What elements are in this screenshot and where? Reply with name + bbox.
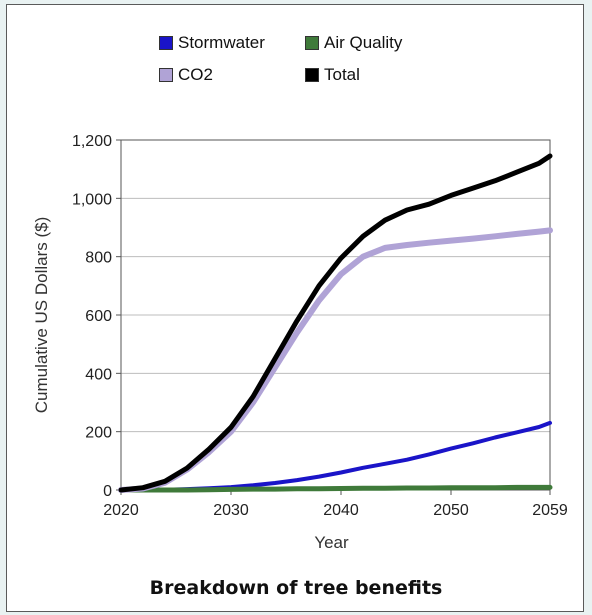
x-tick-label: 2050 [433, 502, 469, 519]
y-axis-label: Cumulative US Dollars ($) [32, 217, 51, 414]
legend-item-stormwater: Stormwater [159, 33, 265, 53]
legend-swatch-co2 [159, 68, 173, 82]
x-tick-label: 2030 [213, 502, 249, 519]
series-line-co2 [118, 227, 553, 493]
legend-label-stormwater: Stormwater [178, 33, 265, 52]
legend-item-air-quality: Air Quality [305, 33, 402, 53]
y-tick-label: 0 [103, 483, 112, 500]
series-line-air-quality [118, 484, 553, 493]
y-tick-label: 1,200 [72, 133, 112, 150]
legend-label-co2: CO2 [178, 65, 213, 84]
x-tick-label: 2020 [103, 502, 139, 519]
y-tick-label: 1,000 [72, 191, 112, 208]
legend-item-total: Total [305, 65, 360, 85]
y-tick-label: 400 [85, 366, 112, 383]
legend-label-air-quality: Air Quality [324, 33, 403, 52]
x-axis-label: Year [314, 533, 349, 552]
legend-item-co2: CO2 [159, 65, 213, 85]
chart-caption: Breakdown of tree benefits [149, 577, 443, 599]
y-tick-label: 200 [85, 425, 112, 442]
y-tick-label: 800 [85, 250, 112, 267]
legend-swatch-air-quality [305, 36, 319, 50]
chart-panel: Stormwater Air Quality CO2 Total 0 200 400… [6, 4, 584, 612]
series-line-total [118, 153, 553, 493]
legend-swatch-stormwater [159, 36, 173, 50]
x-tick-label: 2040 [323, 502, 359, 519]
y-tick-label: 600 [85, 308, 112, 325]
legend-label-total: Total [324, 65, 360, 84]
series-line-stormwater [119, 420, 552, 492]
legend-swatch-total [305, 68, 319, 82]
x-tick-label: 2059 [532, 502, 568, 519]
line-chart: 0 200 400 600 800 1,000 1,200 2020 2030 2040 2050 2… [32, 133, 568, 552]
